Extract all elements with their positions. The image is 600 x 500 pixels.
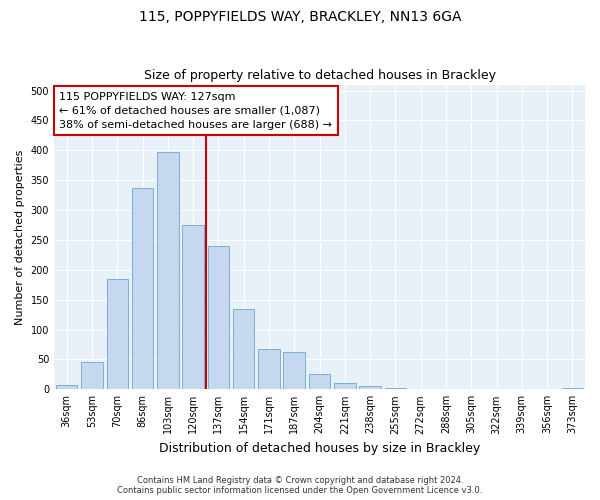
Bar	[233, 308, 254, 390]
Bar	[258, 348, 280, 390]
Bar	[334, 382, 356, 390]
Bar	[562, 388, 583, 390]
Bar	[107, 279, 128, 390]
Bar	[81, 362, 103, 390]
Bar	[283, 352, 305, 390]
X-axis label: Distribution of detached houses by size in Brackley: Distribution of detached houses by size …	[159, 442, 480, 455]
Text: Contains HM Land Registry data © Crown copyright and database right 2024.
Contai: Contains HM Land Registry data © Crown c…	[118, 476, 482, 495]
Bar	[157, 152, 179, 390]
Bar	[182, 225, 204, 390]
Bar	[359, 386, 381, 390]
Bar	[385, 388, 406, 390]
Bar	[208, 246, 229, 390]
Y-axis label: Number of detached properties: Number of detached properties	[15, 149, 25, 324]
Title: Size of property relative to detached houses in Brackley: Size of property relative to detached ho…	[143, 69, 496, 82]
Bar	[56, 384, 77, 390]
Bar	[309, 374, 330, 390]
Bar	[410, 388, 431, 390]
Text: 115, POPPYFIELDS WAY, BRACKLEY, NN13 6GA: 115, POPPYFIELDS WAY, BRACKLEY, NN13 6GA	[139, 10, 461, 24]
Bar	[435, 388, 457, 390]
Bar	[132, 188, 153, 390]
Text: 115 POPPYFIELDS WAY: 127sqm
← 61% of detached houses are smaller (1,087)
38% of : 115 POPPYFIELDS WAY: 127sqm ← 61% of det…	[59, 92, 332, 130]
